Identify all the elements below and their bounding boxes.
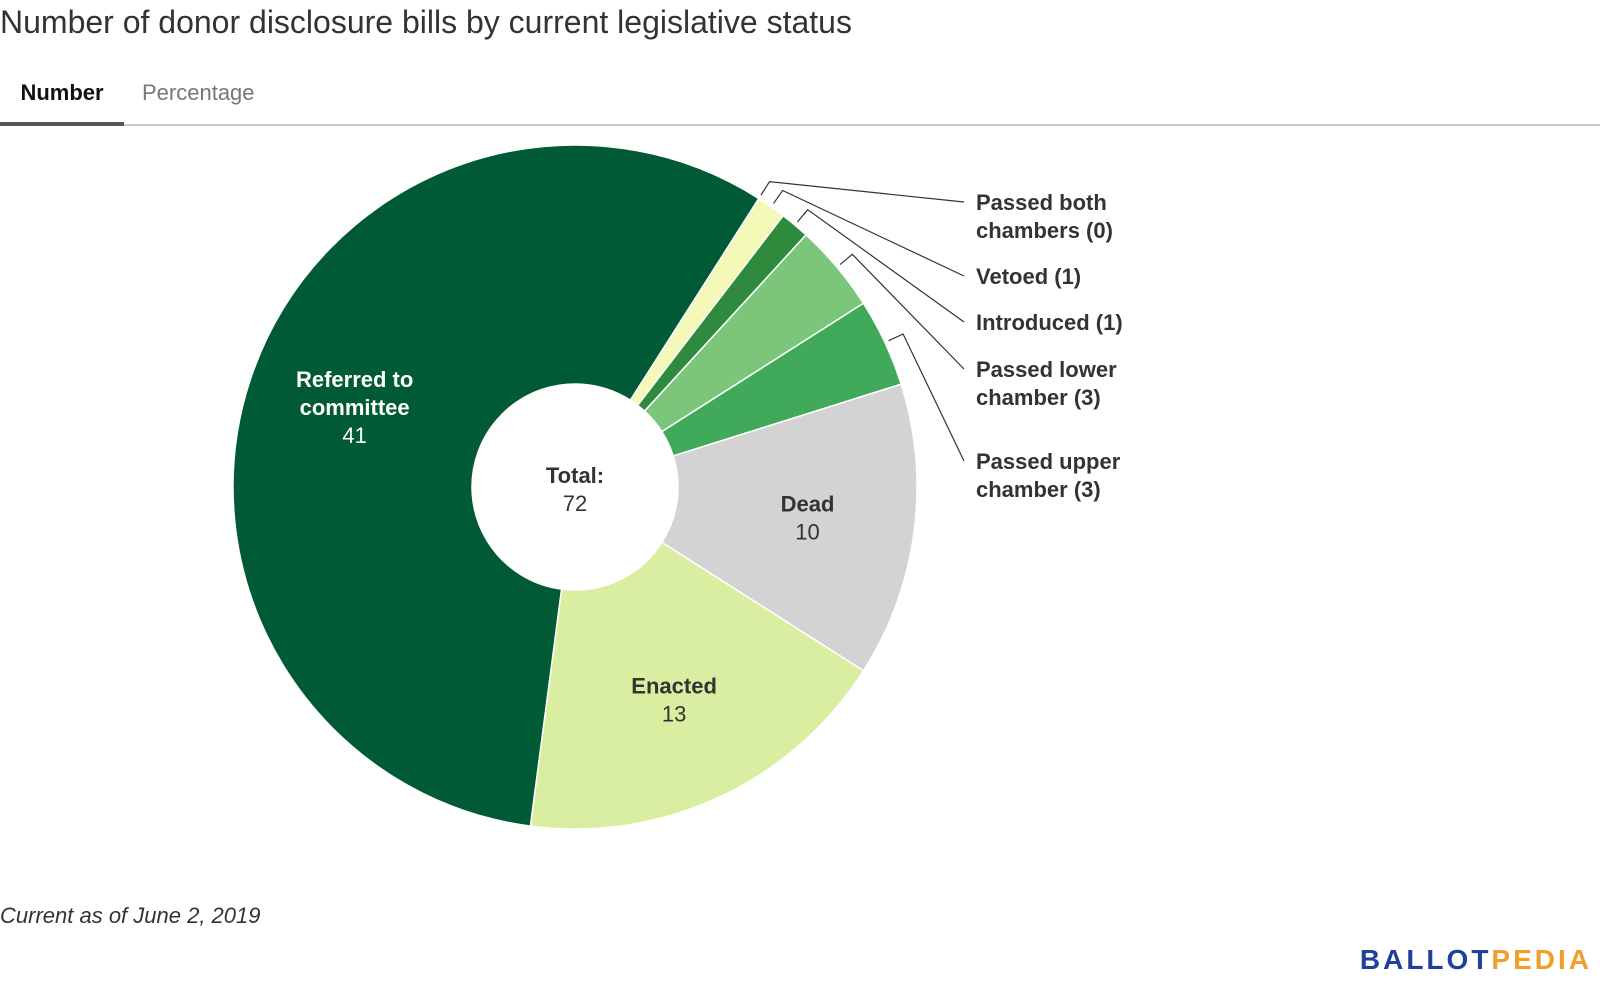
slice-label-dead-text: Dead [781,492,835,517]
donut-chart: Passed both chambers (0) Vetoed (1) Introdu… [232,144,1123,830]
outside-label-passed-both-chambers: chambers (0) [976,218,1113,243]
footnote: Current as of June 2, 2019 [0,903,261,928]
slice-referred-to-committee [232,144,760,827]
logo-part-2: PEDIA [1491,944,1592,975]
outside-label-passed-lower-chamber: Passed lower [976,357,1117,382]
slice-label-referred-to-committee-text: committee [300,395,410,420]
tab-number[interactable]: Number [0,70,124,126]
tab-bar: Number Percentage [0,70,1600,126]
center-total-value: 72 [563,491,587,516]
slice-label-referred-to-committee-value: 41 [342,423,366,448]
outside-label-passed-lower-chamber: chamber (3) [976,385,1101,410]
leader-line-vetoed [772,189,965,277]
outside-label-passed-upper-chamber: chamber (3) [976,477,1101,502]
logo-part-1: BALLOT [1359,944,1492,975]
slice-enacted [529,541,865,830]
ballotpedia-logo[interactable]: BALLOTPEDIA [1360,944,1592,976]
leader-line-passed-lower-chamber [839,253,965,370]
outside-label-introduced: Introduced (1) [976,310,1123,335]
center-total-label: Total: [546,463,604,488]
chart-title: Number of donor disclosure bills by curr… [0,4,852,40]
outside-label-passed-upper-chamber: Passed upper [976,449,1121,474]
tab-percentage[interactable]: Percentage [142,80,255,105]
leader-line-passed-both-chambers [760,181,965,203]
leader-line-passed-upper-chamber [888,333,965,462]
outside-label-vetoed: Vetoed (1) [976,264,1081,289]
outside-label-passed-both-chambers: Passed both [976,190,1107,215]
slice-label-dead-value: 10 [795,520,819,545]
leader-line-introduced [796,208,965,323]
slice-label-enacted-text: Enacted [631,674,717,699]
slice-dead [660,383,918,672]
slice-label-referred-to-committee-text: Referred to [296,367,413,392]
slice-label-enacted-value: 13 [662,702,686,727]
